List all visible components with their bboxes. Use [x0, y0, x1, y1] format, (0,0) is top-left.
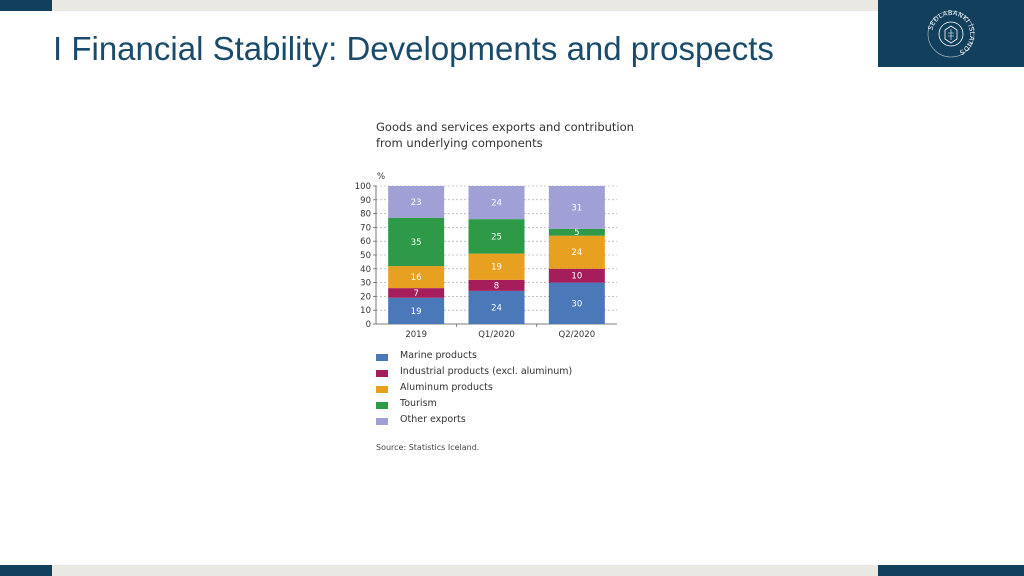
bar-2-2: [548, 235, 605, 269]
chart-source: Source: Statistics Iceland.: [376, 443, 480, 452]
bar-label-1-3: 25: [491, 232, 502, 242]
bar-1-3: [468, 219, 525, 254]
bar-label-2-3: 5: [574, 228, 579, 238]
legend-swatch-3: [376, 402, 388, 409]
legend-label-4: Other exports: [400, 414, 466, 425]
bar-1-0: [468, 290, 525, 324]
y-tick-label-10: 100: [355, 182, 371, 192]
bar-1-4: [468, 186, 525, 220]
stacked-bar-chart: % 0 10 20 30 40 50 60 70 80 90 100 19 7 16 35 23 2019 24 8 1…: [355, 172, 617, 340]
bar-2-3: [548, 228, 605, 236]
bar-2-1: [548, 268, 605, 283]
bar-0-1: [388, 288, 445, 298]
bar-label-1-1: 8: [494, 281, 499, 291]
legend-swatch-2: [376, 386, 388, 393]
bar-1-2: [468, 253, 525, 280]
y-tick-label-2: 20: [360, 292, 371, 302]
legend-label-2: Aluminum products: [400, 382, 493, 393]
legend-label-1: Industrial products (excl. aluminum): [400, 366, 573, 377]
bar-0-4: [388, 186, 445, 218]
bar-2-4: [548, 186, 605, 229]
x-tick-label-2: Q2/2020: [559, 330, 596, 340]
bar-label-1-0: 24: [491, 303, 502, 313]
bar-0-3: [388, 217, 445, 267]
bottom-left-accent: [0, 565, 52, 576]
bar-label-2-1: 10: [571, 272, 582, 282]
y-tick-label-7: 70: [360, 223, 371, 233]
bottom-right-accent: [878, 565, 1024, 576]
y-tick-label-0: 0: [366, 320, 371, 330]
chart-title-line-2: from underlying components: [376, 136, 543, 150]
legend-swatch-0: [376, 354, 388, 361]
bar-label-0-0: 19: [411, 307, 422, 317]
bar-label-2-4: 31: [571, 203, 582, 213]
y-tick-label-8: 80: [360, 210, 371, 220]
logo: SEÐLABANKI ÍSLANDS: [878, 0, 1024, 67]
bar-label-2-2: 24: [571, 248, 582, 258]
x-tick-label-0: 2019: [405, 330, 427, 340]
legend-swatch-4: [376, 418, 388, 425]
chart-title: Goods and services exports and contribut…: [376, 119, 656, 151]
bar-label-0-1: 7: [413, 289, 418, 299]
y-tick-label-1: 10: [360, 306, 371, 316]
bar-0-0: [388, 297, 445, 324]
page-title: I Financial Stability: Developments and …: [53, 30, 774, 67]
bar-label-0-4: 23: [411, 198, 422, 208]
x-tick-label-1: Q1/2020: [478, 330, 515, 340]
bar-1-1: [468, 279, 525, 291]
y-tick-label-6: 60: [360, 237, 371, 247]
legend-label-3: Tourism: [400, 398, 437, 409]
legend-label-0: Marine products: [400, 350, 477, 361]
y-axis-unit: %: [377, 172, 385, 182]
legend-swatch-1: [376, 370, 388, 377]
bar-label-0-2: 16: [411, 273, 422, 283]
y-tick-label-4: 40: [360, 265, 371, 275]
top-left-accent: [0, 0, 52, 11]
y-tick-label-3: 30: [360, 279, 371, 289]
bar-label-1-2: 19: [491, 263, 502, 273]
seal-icon: SEÐLABANKI ÍSLANDS: [926, 9, 976, 58]
bottom-strip: [0, 565, 1024, 576]
bar-2-0: [548, 282, 605, 324]
chart-title-line-1: Goods and services exports and contribut…: [376, 120, 634, 134]
top-strip: [0, 0, 1024, 11]
bar-0-2: [388, 266, 445, 289]
bar-label-2-0: 30: [571, 299, 582, 309]
bar-label-0-3: 35: [411, 238, 422, 248]
y-tick-label-5: 50: [360, 251, 371, 261]
bar-label-1-4: 24: [491, 199, 502, 209]
y-tick-label-9: 90: [360, 196, 371, 206]
